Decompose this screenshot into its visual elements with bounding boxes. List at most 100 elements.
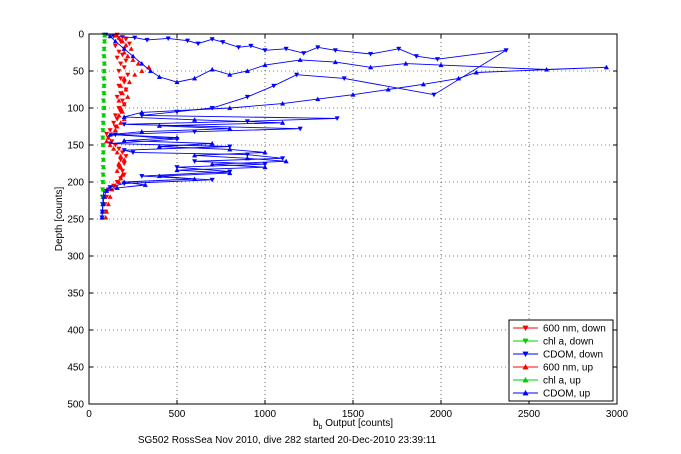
data-point [142,182,148,187]
series-5 [99,33,609,220]
data-point [262,164,268,170]
data-point [125,53,131,59]
data-point [118,83,124,88]
legend-label: chl a, down [543,337,594,348]
data-point [165,36,171,42]
data-point [368,51,374,57]
data-point [431,92,437,98]
data-point [112,43,118,49]
series-4 [99,32,108,220]
data-point [156,173,162,179]
data-point [119,98,125,104]
data-point [130,150,136,156]
data-point [116,160,122,166]
data-point [413,54,419,59]
y-tick-label: 200 [67,178,84,189]
data-point [126,41,133,47]
y-tick-label: 50 [73,67,85,78]
data-point [101,194,107,199]
legend-label: CDOM, down [543,350,603,361]
data-point [434,57,441,62]
data-point [101,75,107,81]
data-point [119,90,125,96]
data-point [111,146,117,151]
data-point [103,214,109,220]
data-point [132,72,138,77]
data-point [101,90,107,96]
data-point [107,128,113,133]
y-axis-label: Depth [counts] [54,187,65,252]
y-tick-label: 350 [67,289,84,300]
data-point [100,186,106,192]
data-point [156,123,162,128]
data-point [121,101,127,107]
data-point [118,105,124,110]
data-point [209,37,215,42]
data-point [101,83,107,88]
data-point [114,185,120,190]
data-point [123,42,129,48]
data-point [227,170,233,176]
data-point [114,149,120,155]
x-axis-label-main: b [313,418,319,429]
data-point [116,49,122,55]
data-point [126,79,133,85]
data-point [130,57,136,62]
data-point [104,138,110,144]
data-point [101,164,107,170]
legend-box [508,319,614,402]
data-point [271,83,277,89]
data-point [315,96,321,102]
data-point [297,126,303,132]
data-point [192,176,198,182]
data-point [420,81,426,87]
data-point [315,45,321,50]
data-point [107,142,113,147]
data-point [100,142,106,147]
data-point [100,149,106,155]
y-tick-label: 100 [67,104,84,115]
data-point [107,132,113,137]
data-point [244,68,250,73]
y-tick-label: 300 [67,252,84,263]
data-point [119,109,125,114]
data-point [192,152,198,158]
data-point [503,48,509,53]
grid [89,34,617,404]
legend-marker [522,376,529,383]
data-point [227,72,233,77]
data-point [121,157,127,162]
data-point [156,143,162,149]
ticks: 0 500 1000 1500 2000 2500 30000501001502002503… [67,30,628,421]
data-point [130,53,136,59]
data-point [100,157,106,162]
data-point [403,60,409,66]
data-point [116,112,122,118]
data-point [107,33,113,39]
data-point [107,194,113,199]
data-point [100,179,106,184]
data-point [116,97,122,103]
data-point [101,97,107,103]
data-point [209,161,215,167]
data-point [156,74,162,79]
data-point [104,131,110,137]
x-tick-label: 3000 [606,409,629,420]
data-point [294,72,300,78]
data-point [104,188,110,193]
data-point [174,167,180,173]
data-point [332,59,338,65]
data-point [121,114,127,119]
data-point [116,146,122,152]
data-point [132,35,138,41]
data-point [438,62,444,68]
data-point [139,60,145,66]
data-point [368,64,374,70]
data-point [101,46,107,51]
legend-label: CDOM, up [543,389,591,400]
legend-marker [522,363,529,370]
y-tick-label: 450 [67,363,84,374]
data-point [111,120,117,126]
data-point [227,144,233,150]
